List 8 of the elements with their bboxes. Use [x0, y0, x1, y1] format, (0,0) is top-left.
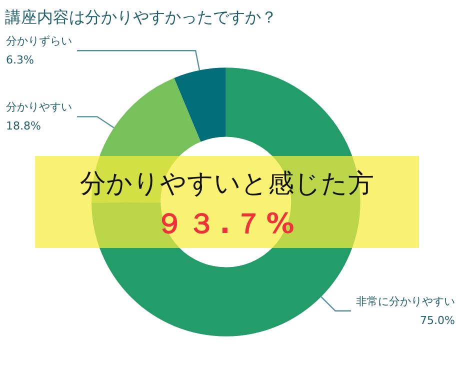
slice-label: 分かりずらい	[6, 34, 72, 48]
data-label: 6.3%	[6, 54, 34, 67]
data-label: 18.8%	[6, 120, 41, 133]
slice-label: 非常に分かりやすい	[356, 294, 455, 308]
data-label: 75.0%	[420, 314, 455, 327]
slice-label: 分かりやすい	[6, 100, 72, 114]
chart-title: 講座内容は分かりやすかったですか？	[5, 8, 277, 26]
banner-box: 分かりやすいと感じた方 ９３.７%	[35, 156, 419, 248]
